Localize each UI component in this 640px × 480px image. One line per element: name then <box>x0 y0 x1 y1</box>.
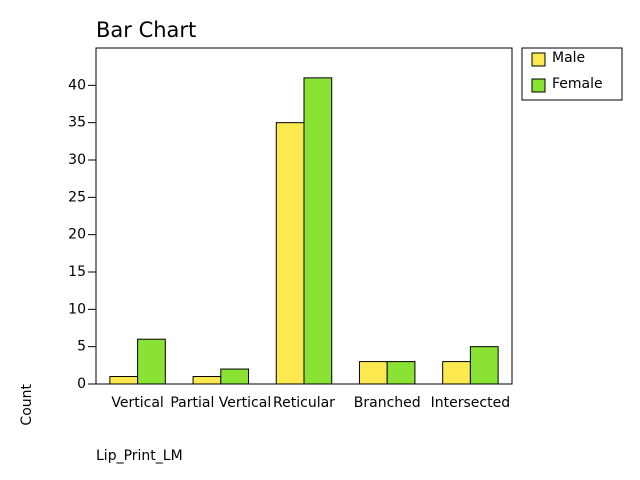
bar <box>192 376 222 385</box>
bar <box>358 361 388 385</box>
bar <box>275 122 305 385</box>
x-tick-label: Vertical <box>111 395 163 411</box>
y-tick-label: 40 <box>68 77 86 93</box>
x-tick-label: Reticular <box>273 395 335 411</box>
bar <box>469 346 499 385</box>
bar <box>220 368 250 385</box>
bar <box>442 361 471 385</box>
x-tick-label: Intersected <box>431 395 510 411</box>
y-tick-label: 30 <box>68 152 86 168</box>
bar <box>303 77 333 385</box>
y-tick-label: 5 <box>77 339 86 355</box>
legend-label: Female <box>552 76 603 92</box>
y-tick-label: 25 <box>68 189 86 205</box>
chart-title: Bar Chart <box>96 18 196 42</box>
x-axis-label: Lip_Print_LM <box>96 448 183 464</box>
x-tick-label: Branched <box>354 395 421 411</box>
y-tick-label: 15 <box>68 264 86 280</box>
legend-label: Male <box>552 50 585 66</box>
bar <box>137 338 166 385</box>
y-axis-label: Count <box>19 383 35 425</box>
y-tick-label: 35 <box>68 115 86 131</box>
bar <box>109 376 139 385</box>
x-tick-label: Partial Vertical <box>170 395 271 411</box>
y-tick-label: 10 <box>68 301 86 317</box>
bar <box>386 361 416 385</box>
legend-swatch <box>531 78 546 93</box>
y-tick-label: 0 <box>77 376 86 392</box>
y-tick-label: 20 <box>68 227 86 243</box>
legend-swatch <box>531 52 546 67</box>
